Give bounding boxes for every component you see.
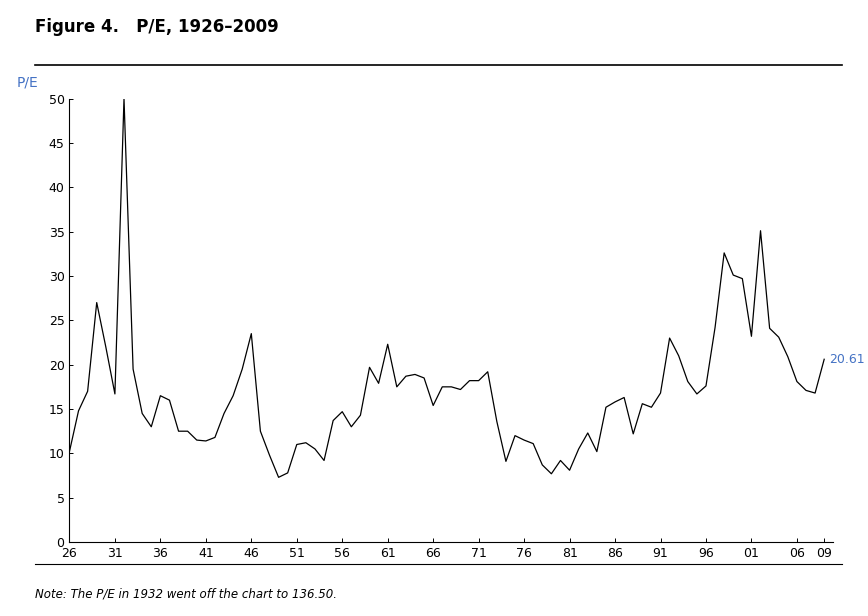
Text: Note: The P/E in 1932 went off the chart to 136.50.: Note: The P/E in 1932 went off the chart… bbox=[35, 588, 337, 601]
Text: Figure 4.   P/E, 1926–2009: Figure 4. P/E, 1926–2009 bbox=[35, 18, 279, 36]
Text: 20.61: 20.61 bbox=[829, 353, 865, 366]
Y-axis label: P/E: P/E bbox=[16, 76, 38, 90]
